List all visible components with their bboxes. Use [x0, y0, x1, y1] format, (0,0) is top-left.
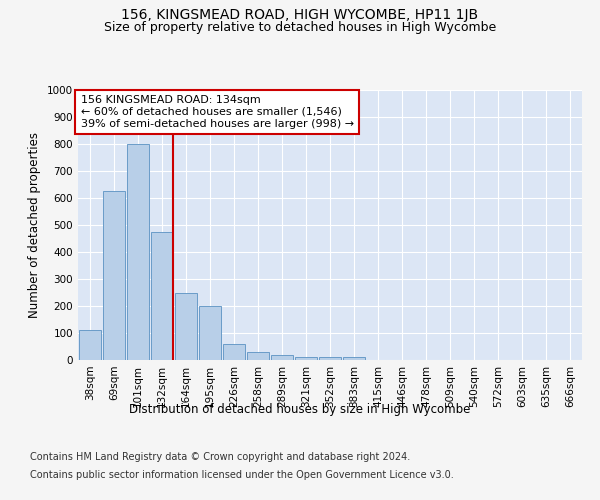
Text: 156, KINGSMEAD ROAD, HIGH WYCOMBE, HP11 1JB: 156, KINGSMEAD ROAD, HIGH WYCOMBE, HP11 … [121, 8, 479, 22]
Bar [199, 306, 221, 360]
Text: Contains HM Land Registry data © Crown copyright and database right 2024.: Contains HM Land Registry data © Crown c… [30, 452, 410, 462]
Text: Contains public sector information licensed under the Open Government Licence v3: Contains public sector information licen… [30, 470, 454, 480]
Bar [295, 357, 317, 360]
Text: 156 KINGSMEAD ROAD: 134sqm
← 60% of detached houses are smaller (1,546)
39% of s: 156 KINGSMEAD ROAD: 134sqm ← 60% of deta… [80, 96, 353, 128]
Bar [79, 330, 101, 360]
Text: Size of property relative to detached houses in High Wycombe: Size of property relative to detached ho… [104, 21, 496, 34]
Bar [151, 232, 173, 360]
Y-axis label: Number of detached properties: Number of detached properties [28, 132, 41, 318]
Bar [175, 292, 197, 360]
Bar [271, 355, 293, 360]
Bar [247, 352, 269, 360]
Bar [223, 344, 245, 360]
Bar [343, 358, 365, 360]
Bar [127, 144, 149, 360]
Text: Distribution of detached houses by size in High Wycombe: Distribution of detached houses by size … [130, 402, 470, 415]
Bar [103, 191, 125, 360]
Bar [319, 358, 341, 360]
